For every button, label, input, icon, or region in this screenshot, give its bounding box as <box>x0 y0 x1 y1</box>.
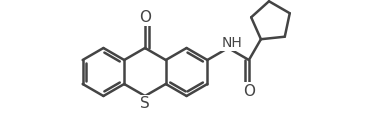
Text: O: O <box>243 83 255 99</box>
Text: NH: NH <box>222 36 243 50</box>
Text: S: S <box>140 96 150 111</box>
Text: O: O <box>139 10 151 24</box>
